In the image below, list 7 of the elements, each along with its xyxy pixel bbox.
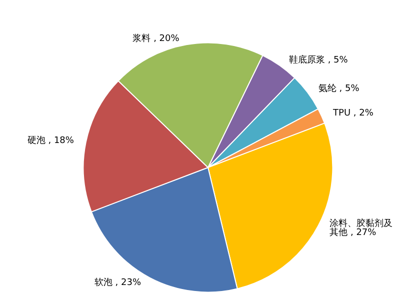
slice-label: TPU , 2%	[332, 108, 374, 119]
slice-label: 涂料、胶黏剂及其他 , 27%	[330, 218, 393, 238]
slice-label: 鞋底原浆 , 5%	[288, 54, 348, 66]
slice-label: 软泡 , 23%	[94, 277, 142, 288]
slice-label: 硬泡 , 18%	[27, 135, 74, 146]
slice-label: 浆料 , 20%	[132, 32, 180, 44]
slice-label: 氨纶 , 5%	[318, 82, 360, 94]
